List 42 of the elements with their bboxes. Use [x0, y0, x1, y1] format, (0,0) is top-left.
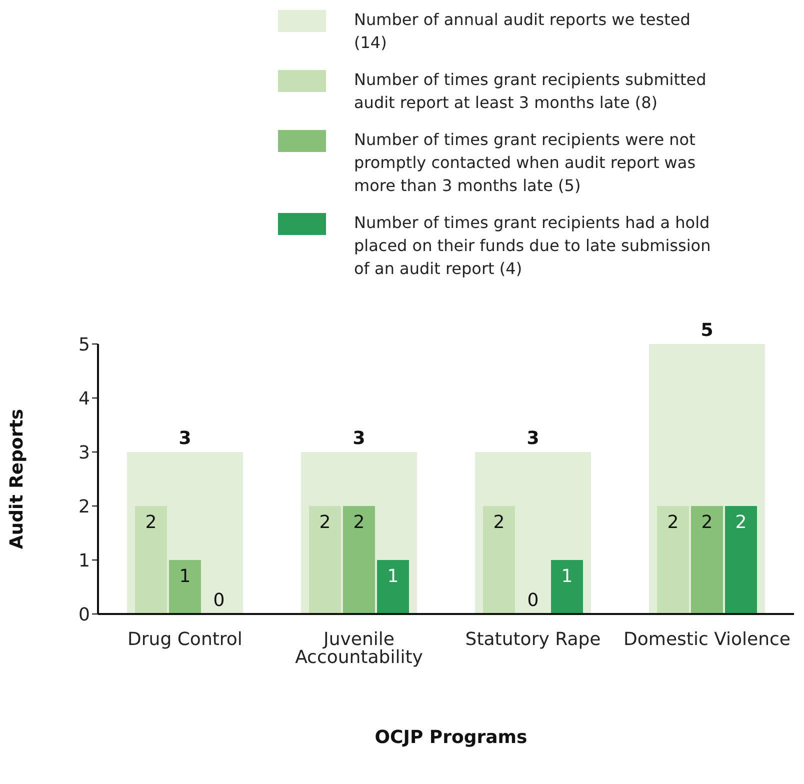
data-label: 3 [352, 428, 366, 449]
data-label: 1 [387, 566, 399, 587]
bar [691, 506, 723, 614]
legend-label: Number of times grant recipients submitted audit report at least 3 months late (8) [354, 69, 708, 114]
y-tick-label: 0 [78, 604, 90, 626]
data-label: 2 [145, 512, 157, 533]
data-label: 3 [178, 428, 192, 449]
y-tick-label: 4 [78, 388, 90, 410]
bar [483, 506, 515, 614]
y-tick-label: 1 [78, 550, 90, 572]
data-label: 5 [700, 320, 714, 341]
y-tick-label: 2 [78, 496, 90, 518]
bar [135, 506, 167, 614]
bar [309, 506, 341, 614]
bar [657, 506, 689, 614]
y-axis-title: Audit Reports [6, 408, 28, 550]
legend-label: Number of times grant recipients had a hold placed on their funds due to late submission of an audit report (4) [354, 212, 712, 280]
data-label: 3 [526, 428, 540, 449]
x-tick-label: Drug Control [128, 628, 242, 650]
x-axis-title: OCJP Programs [374, 727, 528, 748]
data-label: 2 [701, 512, 713, 533]
bar [343, 506, 375, 614]
bar [377, 560, 409, 614]
bar [725, 506, 757, 614]
data-label: 0 [527, 590, 539, 611]
data-label: 2 [667, 512, 679, 533]
data-label: 2 [353, 512, 365, 533]
legend-label: Number of times grant recipients were not promptly contacted when audit report was more than 3 months late (5) [354, 129, 697, 197]
legend-label: Number of annual audit reports we tested (14) [354, 9, 692, 54]
bar [169, 560, 201, 614]
data-label: 2 [319, 512, 331, 533]
x-tick-label: Statutory Rape [465, 628, 601, 650]
data-label: 1 [179, 566, 191, 587]
x-tick-label: Juvenile Accountability [295, 628, 424, 668]
data-label: 2 [735, 512, 747, 533]
y-tick-label: 3 [78, 442, 90, 464]
bar [551, 560, 583, 614]
data-label: 1 [561, 566, 573, 587]
data-label: 0 [213, 590, 225, 611]
y-tick-label: 5 [78, 334, 90, 356]
data-label: 2 [493, 512, 505, 533]
x-tick-label: Domestic Violence [624, 628, 790, 650]
